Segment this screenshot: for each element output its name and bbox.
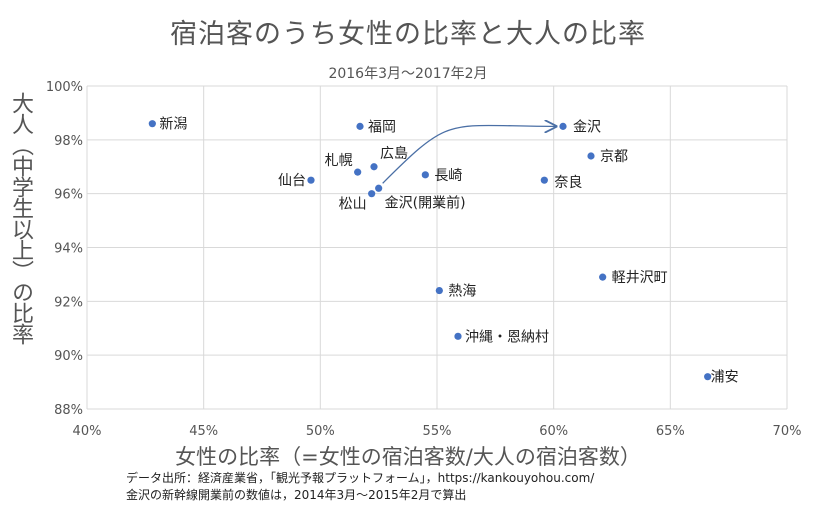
point-label: 広島 [380,146,408,162]
y-tick-label: 96% [54,188,83,203]
data-point [375,184,383,192]
x-tick-label: 50% [306,424,335,439]
data-point [435,286,443,295]
chart-title: 宿泊客のうち女性の比率と大人の比率 [170,19,646,50]
point-label: 札幌 [325,153,353,169]
point-label: 京都 [600,149,628,165]
x-axis-label: 女性の比率（=女性の宿泊客数/大人の宿泊客数） [175,445,641,469]
point-label: 金沢(開業前) [385,194,466,211]
source-line-1: データ出所：経済産業省，「観光予報プラットフォーム」，https://kanko… [126,471,595,485]
x-tick-label: 65% [656,424,685,439]
point-label: 沖縄・恩納村 [465,329,549,345]
data-point [559,122,567,130]
point-label: 軽井沢町 [612,270,668,286]
data-point [368,190,376,198]
y-tick-label: 88% [54,403,83,418]
y-tick-label: 94% [54,242,83,257]
point-label: 金沢 [573,119,601,135]
data-point [599,273,607,281]
data-point [307,176,315,184]
data-point [540,176,548,184]
point-label: 松山 [339,197,367,213]
source-line-2: 金沢の新幹線開業前の数値は，2014年3月～2015年2月で算出 [126,488,467,502]
x-tick-label: 70% [773,424,802,439]
point-label: 浦安 [711,370,739,386]
data-point [356,122,364,130]
point-label: 新潟 [159,117,187,133]
y-tick-label: 100% [46,80,83,95]
kanazawa-change-arrow [382,125,556,184]
y-tick-label: 98% [54,134,83,149]
point-label: 奈良 [554,175,582,191]
y-axis-label: 大人（中学生以上）の比率 [8,92,33,344]
data-point [354,168,362,176]
point-label: 熱海 [448,284,476,300]
data-point [421,171,429,179]
x-tick-label: 55% [423,424,452,439]
point-label: 長崎 [434,168,462,184]
y-tick-label: 92% [54,295,83,310]
point-label: 福岡 [368,119,396,135]
data-point [587,152,595,160]
data-point [370,163,378,171]
x-tick-label: 45% [189,424,218,439]
x-tick-label: 60% [539,424,568,439]
data-source-note: データ出所：経済産業省，「観光予報プラットフォーム」，https://kanko… [126,470,594,504]
point-label: 仙台 [278,173,306,189]
data-point [148,120,156,128]
data-point [704,373,712,381]
y-tick-label: 90% [54,349,83,364]
data-point [454,332,462,340]
chart-subtitle: 2016年3月～2017年2月 [328,66,488,82]
x-tick-label: 40% [73,424,102,439]
